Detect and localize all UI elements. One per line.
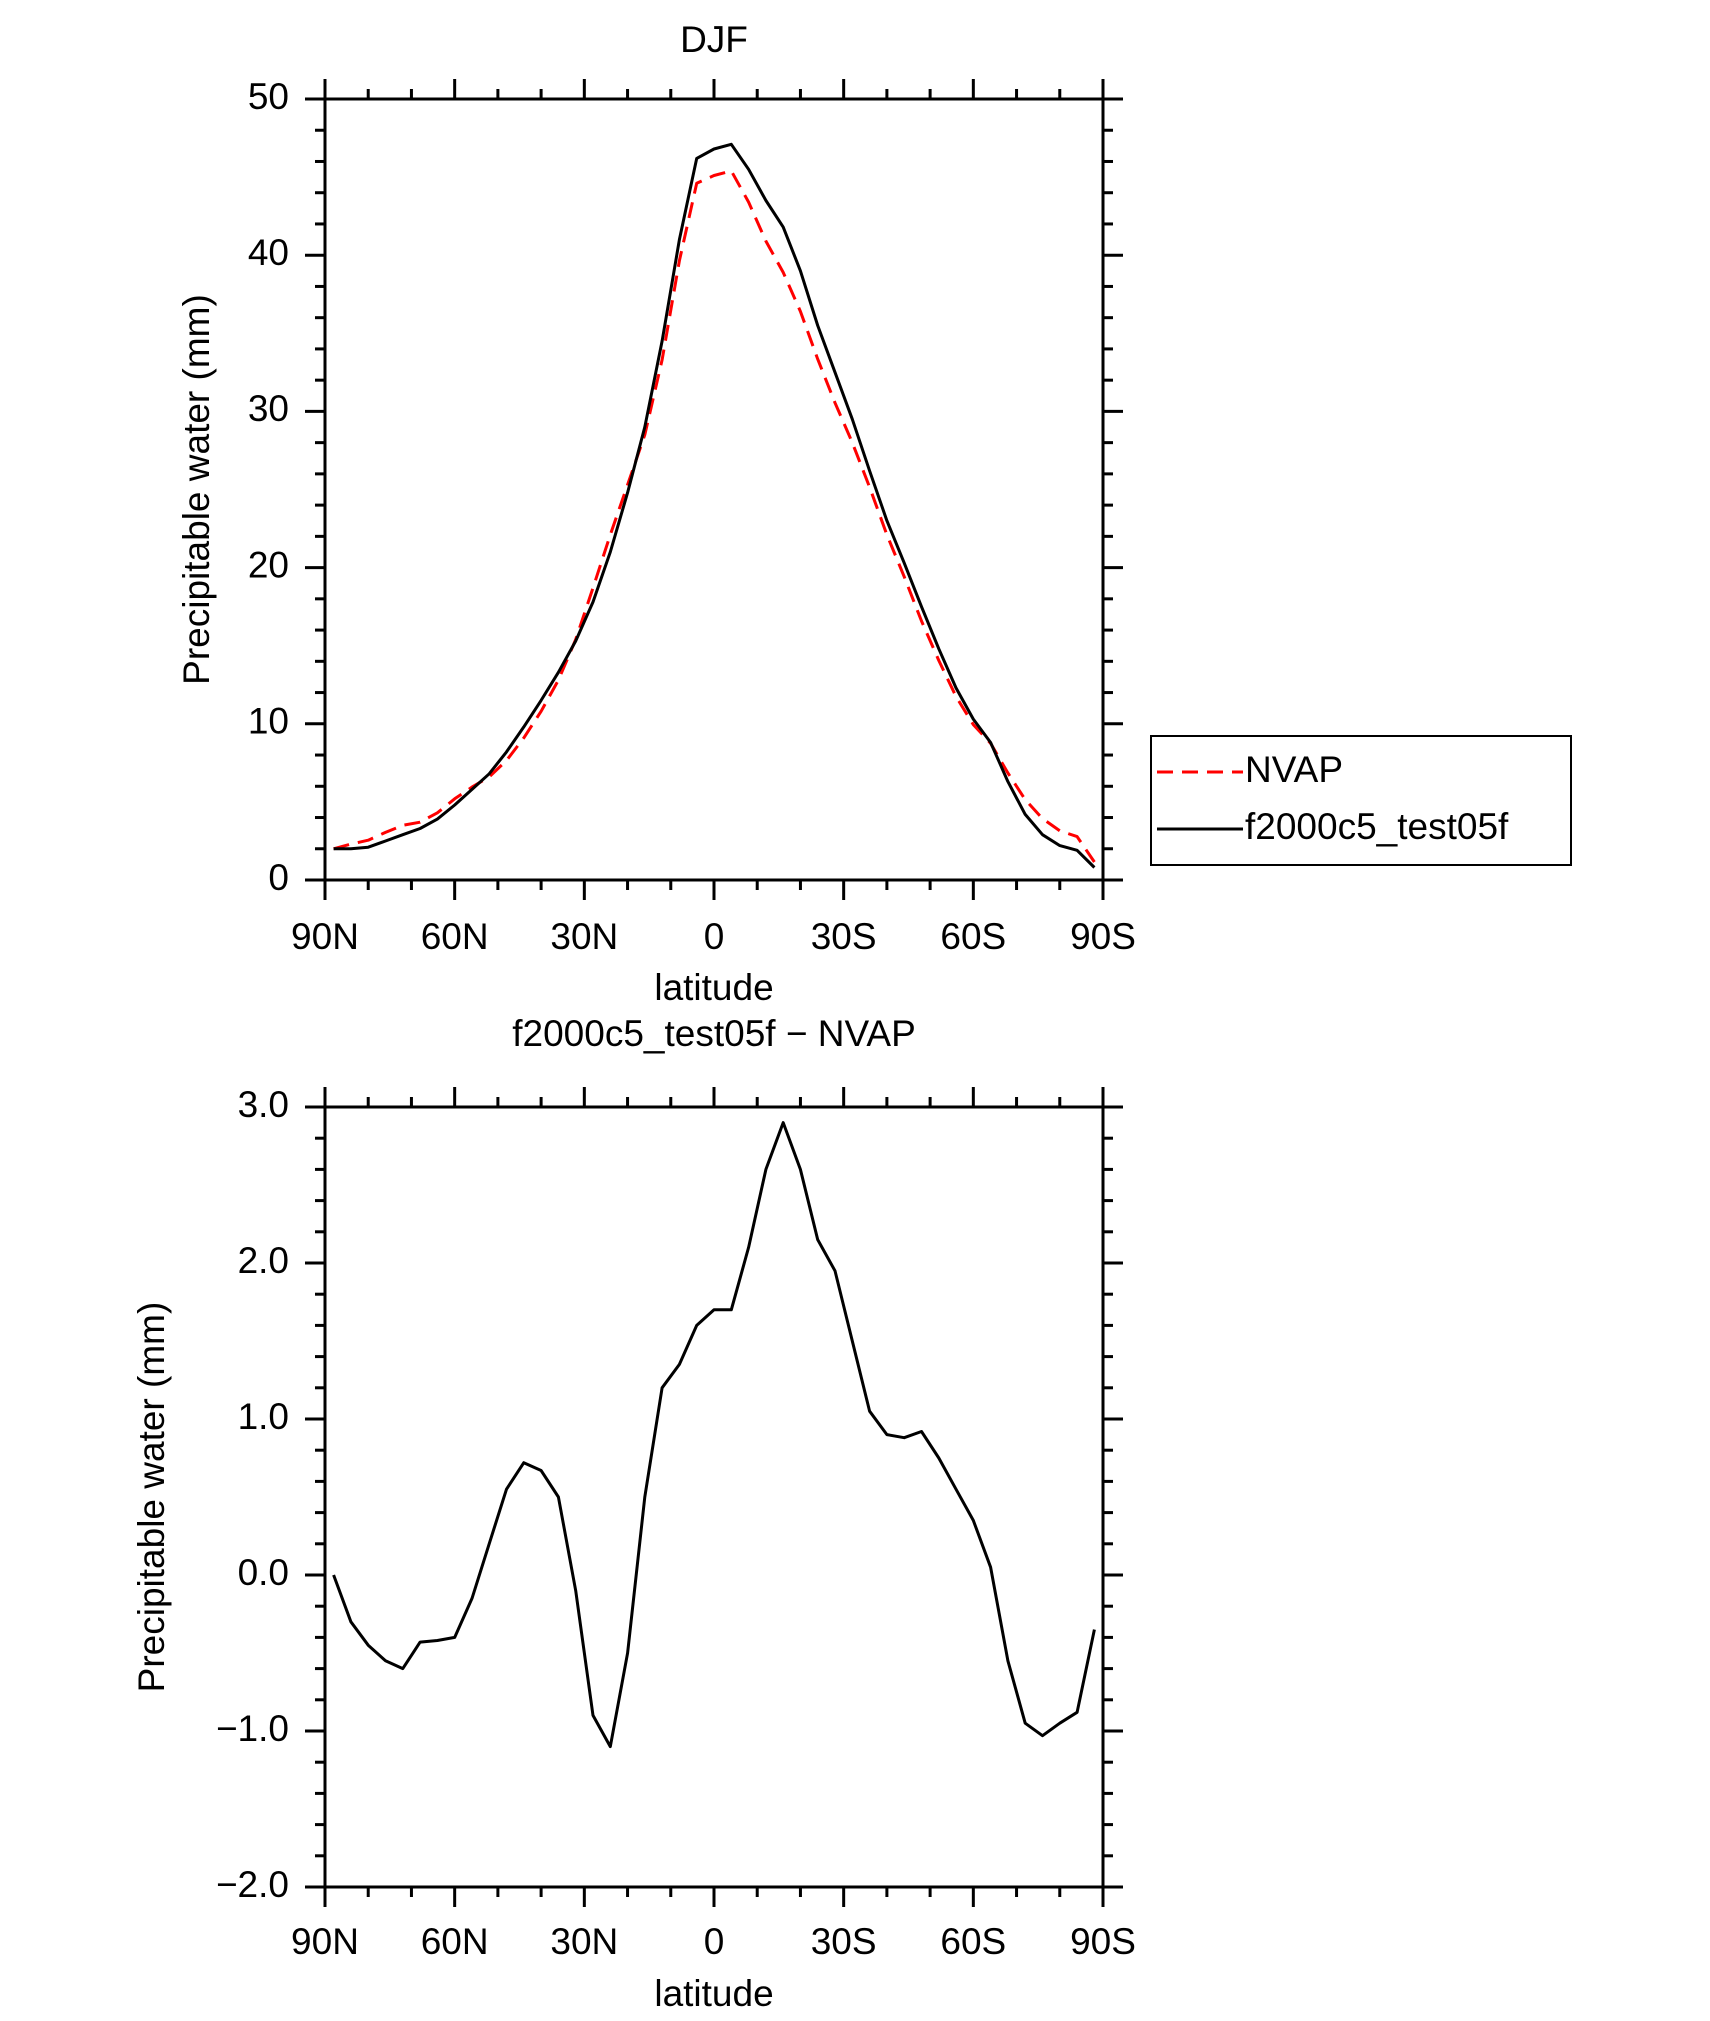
y-tick-label: −1.0 xyxy=(216,1708,289,1749)
x-tick-label: 90N xyxy=(291,1921,359,1962)
plot-frame xyxy=(323,97,1105,882)
y-tick-label: 0.0 xyxy=(238,1552,289,1593)
y-tick-label: 50 xyxy=(248,76,289,117)
x-tick-label: 30N xyxy=(550,1921,618,1962)
y-tick-label: 40 xyxy=(248,232,289,273)
x-tick-label: 90N xyxy=(291,916,359,957)
x-axis-label: latitude xyxy=(654,1973,773,2014)
y-axis-label: Precipitable water (mm) xyxy=(176,294,217,685)
data-line xyxy=(333,142,1096,869)
y-tick-label: 30 xyxy=(248,388,289,429)
y-tick-label: 0 xyxy=(268,857,289,898)
chart-title: DJF xyxy=(680,19,748,60)
x-tick-label: 60N xyxy=(421,916,489,957)
x-tick-label: 30N xyxy=(550,916,618,957)
x-tick-label: 60S xyxy=(940,1921,1006,1962)
y-tick-label: 3.0 xyxy=(238,1084,289,1125)
data-line xyxy=(333,169,1096,863)
x-tick-label: 90S xyxy=(1070,1921,1136,1962)
y-axis-label: Precipitable water (mm) xyxy=(131,1302,172,1693)
y-tick-label: −2.0 xyxy=(216,1864,289,1905)
y-tick-label: 2.0 xyxy=(238,1240,289,1281)
x-axis-label: latitude xyxy=(654,967,773,1008)
legend-box xyxy=(1150,735,1572,866)
x-tick-label: 0 xyxy=(704,1921,725,1962)
legend-label: NVAP xyxy=(1245,749,1343,790)
y-tick-label: 10 xyxy=(248,701,289,742)
x-tick-label: 90S xyxy=(1070,916,1136,957)
legend-label: f2000c5_test05f xyxy=(1245,806,1509,847)
y-tick-label: 1.0 xyxy=(238,1396,289,1437)
x-tick-label: 0 xyxy=(704,916,725,957)
x-tick-label: 30S xyxy=(811,1921,877,1962)
x-tick-label: 60S xyxy=(940,916,1006,957)
y-tick-label: 20 xyxy=(248,544,289,585)
chart-title: f2000c5_test05f − NVAP xyxy=(512,1013,916,1054)
data-line xyxy=(332,1121,1096,1749)
x-tick-label: 60N xyxy=(421,1921,489,1962)
plot-frame xyxy=(323,1105,1105,1889)
x-tick-label: 30S xyxy=(811,916,877,957)
